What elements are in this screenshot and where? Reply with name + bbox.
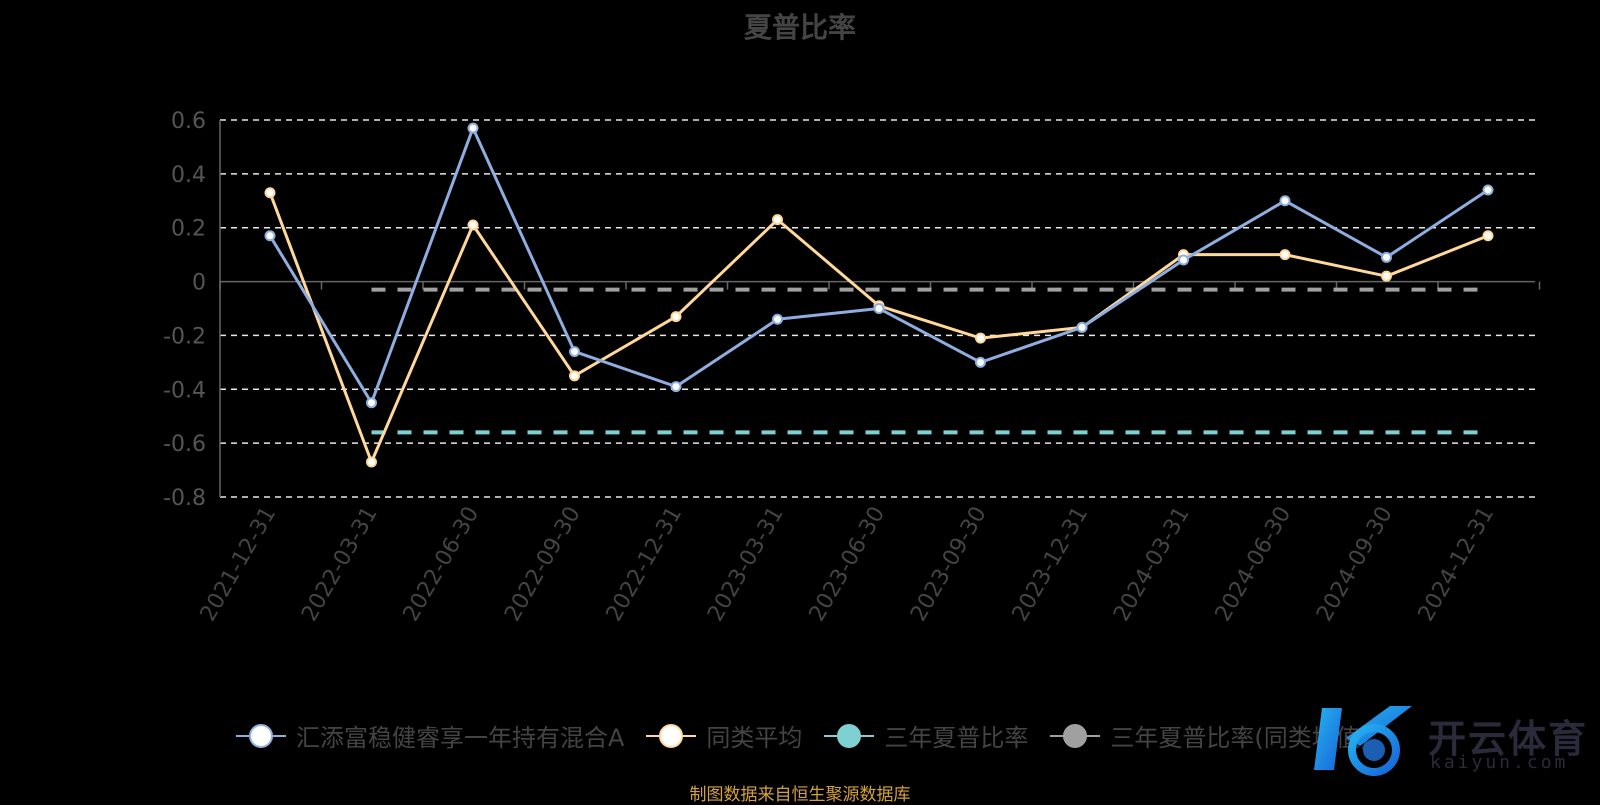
x-tick-label: 2022-06-30 (399, 503, 485, 626)
data-point (569, 370, 580, 382)
data-point (1279, 249, 1291, 261)
legend-label-fund: 汇添富稳健睿享一年持有混合A (296, 724, 625, 752)
data-point (264, 230, 276, 242)
legend-item-peer-average[interactable]: 同类平均 (646, 718, 802, 753)
data-point (366, 397, 377, 409)
data-point (670, 381, 682, 393)
data-source-note: 制图数据来自恒生聚源数据库 (689, 785, 911, 805)
data-point (467, 122, 479, 134)
data-point (772, 313, 783, 325)
data-point (772, 214, 783, 226)
data-point (670, 311, 682, 323)
data-point (975, 332, 986, 344)
x-tick-label: 2022-03-31 (297, 503, 383, 626)
data-point (1178, 254, 1189, 266)
watermark-subtext: kaiyun.com (1430, 752, 1569, 773)
legend-item-3y-sharpe[interactable]: 三年夏普比率 (824, 718, 1028, 753)
data-point (975, 356, 986, 368)
y-tick-label: 0 (192, 271, 206, 296)
x-tick-label: 2024-03-31 (1109, 503, 1195, 626)
x-tick-label: 2023-03-31 (703, 503, 789, 626)
series-line (268, 192, 1489, 464)
x-tick-label: 2022-12-31 (602, 503, 688, 626)
legend-label-peer-average: 同类平均 (706, 724, 803, 752)
data-point (1482, 184, 1494, 196)
x-tick-label: 2024-09-30 (1312, 503, 1398, 626)
y-tick-label: -0.8 (163, 486, 206, 511)
series-line (268, 126, 1489, 405)
watermark-text: 开云体育 (1428, 717, 1589, 761)
data-point (264, 187, 276, 199)
x-tick-label: 2021-12-31 (196, 503, 282, 626)
chart-legend: 汇添富稳健睿享一年持有混合A 同类平均 三年夏普比率 三年夏普比率(同类均值) (236, 718, 1391, 753)
data-point (569, 346, 580, 358)
y-tick-label: 0.4 (171, 163, 206, 188)
x-tick-label: 2024-12-31 (1414, 503, 1500, 626)
data-point (1279, 195, 1291, 207)
data-point (467, 219, 479, 231)
x-tick-label: 2022-09-30 (500, 503, 586, 626)
legend-label-3y-sharpe: 三年夏普比率 (884, 724, 1029, 752)
y-tick-label: -0.6 (163, 432, 206, 457)
legend-item-fund[interactable]: 汇添富稳健睿享一年持有混合A (236, 718, 624, 753)
legend-marker-peer-average (646, 723, 697, 748)
data-point (1482, 230, 1494, 242)
chart-title: 夏普比率 (743, 11, 856, 44)
y-tick-label: 0.6 (171, 109, 206, 134)
y-tick-label: 0.2 (171, 217, 206, 242)
x-tick-label: 2024-06-30 (1211, 503, 1297, 626)
kaiyun-logo-icon (1314, 706, 1412, 776)
data-point (873, 303, 885, 314)
x-tick-label: 2023-09-30 (906, 503, 992, 626)
data-point (1381, 270, 1392, 282)
x-tick-label: 2023-06-30 (805, 503, 891, 626)
legend-marker-3y-sharpe (824, 723, 875, 748)
legend-marker-3y-sharpe-peer (1050, 723, 1101, 748)
watermark-logo: 开云体育 kaiyun.com (1312, 700, 1600, 780)
data-point (1381, 251, 1392, 263)
x-tick-label: 2023-12-31 (1008, 503, 1094, 626)
data-point (1076, 321, 1088, 333)
data-point (366, 456, 377, 468)
y-tick-label: -0.2 (163, 324, 206, 349)
y-tick-label: -0.4 (163, 378, 206, 403)
legend-marker-fund (236, 723, 286, 748)
